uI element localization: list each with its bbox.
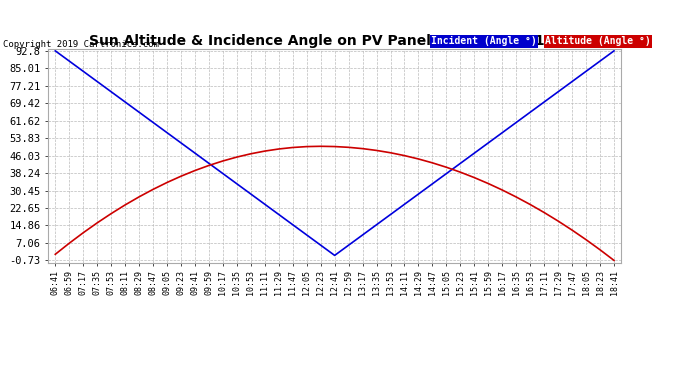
Text: Altitude (Angle °): Altitude (Angle °) — [545, 36, 651, 46]
Text: Incident (Angle °): Incident (Angle °) — [431, 36, 537, 46]
Text: Copyright 2019 Cartronics.com: Copyright 2019 Cartronics.com — [3, 40, 159, 49]
Title: Sun Altitude & Incidence Angle on PV Panels Tue Sep 17 18:58: Sun Altitude & Incidence Angle on PV Pan… — [90, 34, 580, 48]
